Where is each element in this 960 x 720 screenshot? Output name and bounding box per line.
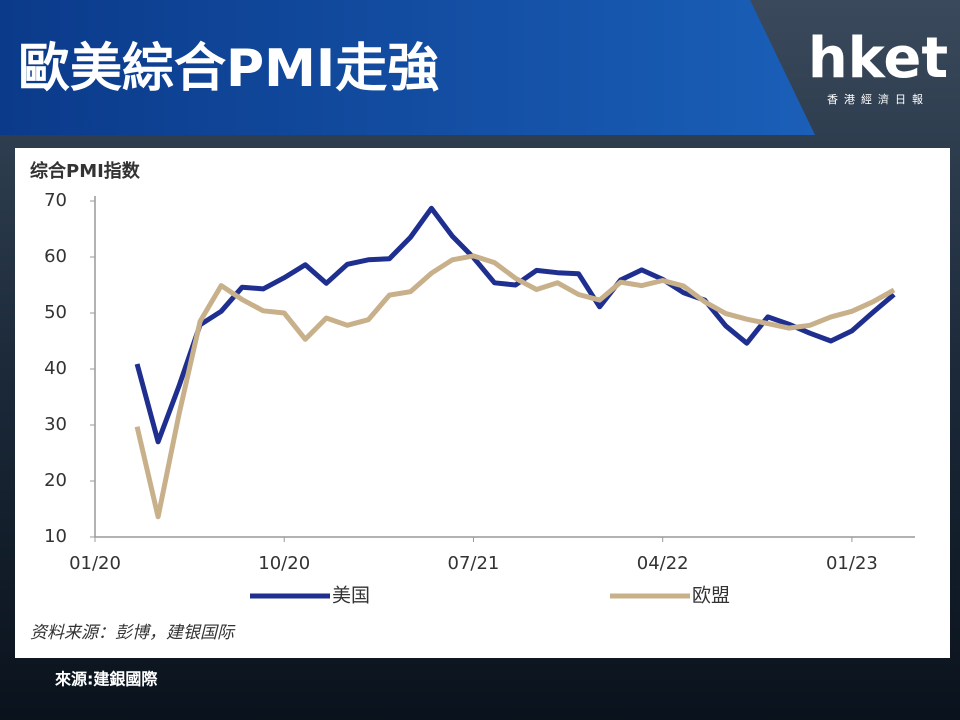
y-tick-label: 10	[44, 526, 67, 547]
y-tick-label: 50	[44, 302, 67, 323]
plot: 10 20 30 40 50 60 70 01/20 10/20 07/21 04/22 01/23 美…	[44, 190, 915, 607]
y-tick-label: 70	[44, 190, 67, 211]
y-tick-label: 40	[44, 358, 67, 379]
chart-note: 资料来源：彭博，建银国际	[30, 623, 236, 643]
chart-panel	[15, 148, 950, 658]
y-tick-label: 20	[44, 470, 67, 491]
x-tick-label: 07/21	[448, 553, 500, 574]
y-axis-label: 综合PMI指数	[30, 160, 141, 182]
y-tick-label: 30	[44, 414, 67, 435]
logo-subtitle: 香港經濟日報	[827, 92, 929, 106]
page-title: 歐美綜合PMI走強	[18, 39, 439, 99]
x-tick-label: 01/23	[826, 553, 878, 574]
x-tick-label: 10/20	[258, 553, 310, 574]
legend-label: 欧盟	[692, 585, 730, 607]
y-tick-label: 60	[44, 246, 67, 267]
legend-label: 美国	[332, 585, 370, 607]
x-tick-label: 04/22	[637, 553, 689, 574]
logo: hket	[808, 26, 948, 91]
series-line	[134, 205, 896, 445]
title-banner	[0, 0, 815, 135]
series-line	[134, 253, 896, 520]
source: 來源:建銀國際	[55, 670, 158, 689]
x-tick-label: 01/20	[69, 553, 121, 574]
